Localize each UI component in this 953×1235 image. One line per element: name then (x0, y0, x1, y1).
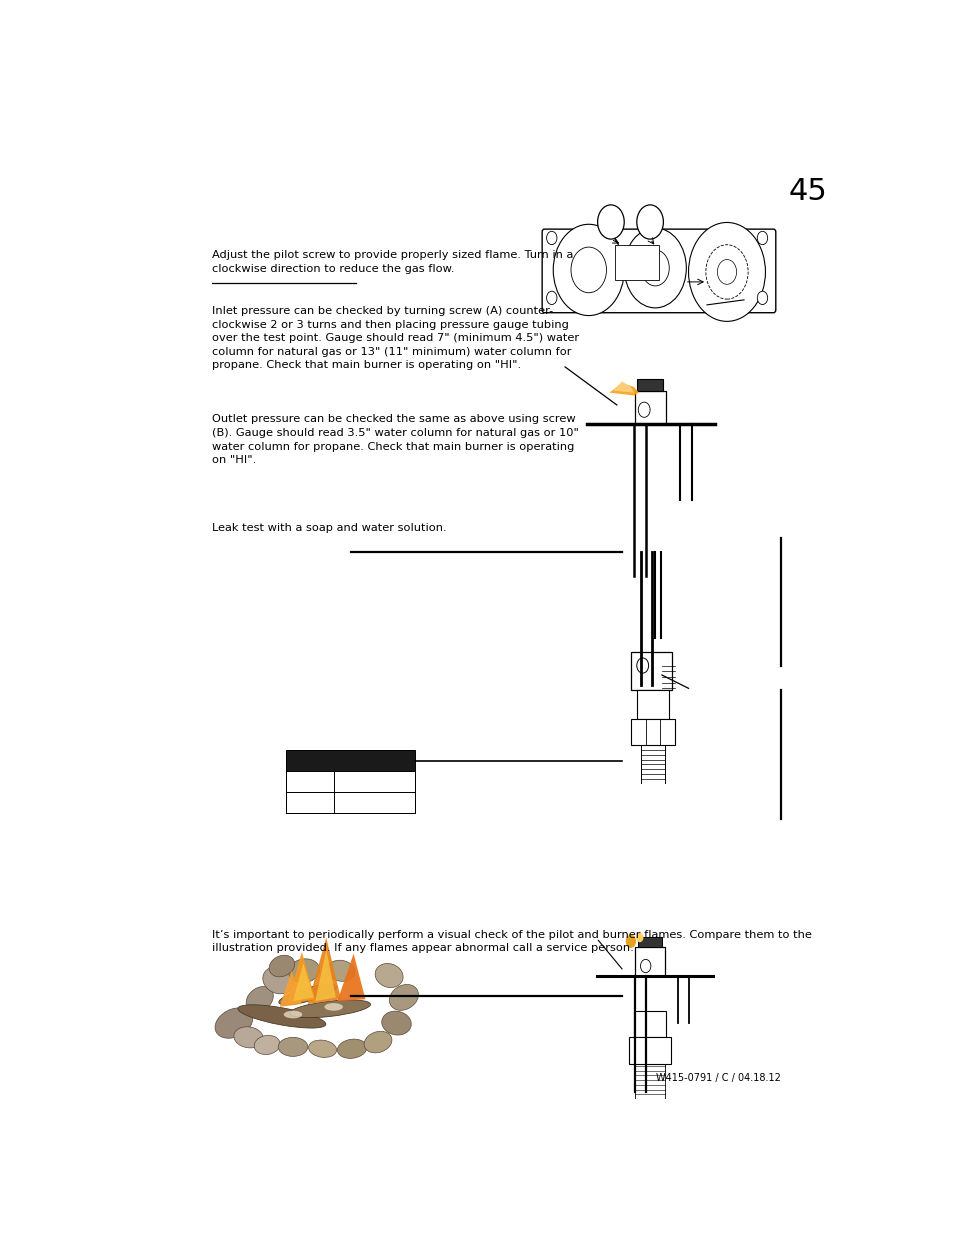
Ellipse shape (283, 1010, 302, 1019)
Polygon shape (287, 952, 314, 1004)
Circle shape (757, 291, 767, 305)
Circle shape (638, 403, 649, 417)
Text: Inlet pressure can be checked by turning screw (A) counter-
clockwise 2 or 3 tur: Inlet pressure can be checked by turning… (213, 306, 578, 370)
Polygon shape (613, 382, 633, 393)
Polygon shape (279, 971, 301, 1007)
Ellipse shape (262, 967, 294, 994)
Bar (637, 379, 662, 390)
Ellipse shape (389, 984, 418, 1010)
FancyBboxPatch shape (541, 230, 775, 312)
Text: W415-0791 / C / 04.18.12: W415-0791 / C / 04.18.12 (656, 1073, 781, 1083)
Text: Adjust the pilot screw to provide properly sized flame. Turn in a
clockwise dire: Adjust the pilot screw to provide proper… (213, 249, 573, 273)
Ellipse shape (289, 958, 319, 983)
Polygon shape (293, 963, 314, 1002)
Bar (285, 750, 415, 813)
Circle shape (625, 935, 636, 948)
Bar (630, 719, 675, 746)
Circle shape (639, 960, 650, 973)
Circle shape (597, 205, 623, 240)
Ellipse shape (375, 963, 403, 988)
Text: It’s important to periodically perform a visual check of the pilot and burner fl: It’s important to periodically perform a… (213, 930, 811, 953)
Text: Leak test with a soap and water solution.: Leak test with a soap and water solution… (213, 522, 447, 532)
Ellipse shape (278, 1037, 308, 1056)
Ellipse shape (364, 1031, 392, 1053)
Ellipse shape (253, 1035, 280, 1055)
Text: 45: 45 (788, 177, 826, 206)
Bar (285, 771, 415, 792)
Ellipse shape (246, 987, 273, 1011)
Circle shape (757, 231, 767, 245)
Bar (635, 947, 664, 976)
Bar (633, 1010, 666, 1037)
Ellipse shape (233, 1026, 263, 1047)
Ellipse shape (289, 1000, 370, 1018)
Circle shape (553, 225, 623, 316)
Circle shape (546, 291, 557, 305)
Circle shape (688, 222, 764, 321)
Ellipse shape (324, 1003, 342, 1010)
Circle shape (571, 247, 606, 293)
Ellipse shape (269, 955, 294, 977)
Bar (631, 652, 671, 690)
Polygon shape (609, 383, 639, 395)
Circle shape (636, 658, 648, 673)
Bar (634, 390, 665, 424)
Circle shape (636, 205, 662, 240)
Ellipse shape (327, 961, 355, 982)
Bar (629, 1037, 670, 1065)
Bar (614, 245, 659, 280)
Bar (638, 937, 661, 947)
Ellipse shape (214, 1008, 253, 1039)
Polygon shape (308, 937, 341, 1004)
Polygon shape (314, 950, 335, 1002)
Ellipse shape (278, 984, 336, 1005)
Circle shape (640, 249, 669, 285)
Circle shape (636, 932, 642, 942)
Bar (285, 792, 415, 813)
Ellipse shape (237, 1005, 326, 1028)
Polygon shape (337, 953, 365, 1002)
Circle shape (705, 245, 747, 299)
Bar (637, 690, 669, 719)
Text: Outlet pressure can be checked the same as above using screw
(B). Gauge should r: Outlet pressure can be checked the same … (213, 415, 578, 466)
Circle shape (717, 259, 736, 284)
Ellipse shape (337, 1039, 367, 1058)
Ellipse shape (308, 1040, 336, 1057)
Circle shape (546, 231, 557, 245)
Circle shape (623, 228, 685, 308)
Bar (285, 750, 415, 771)
Ellipse shape (381, 1011, 411, 1035)
